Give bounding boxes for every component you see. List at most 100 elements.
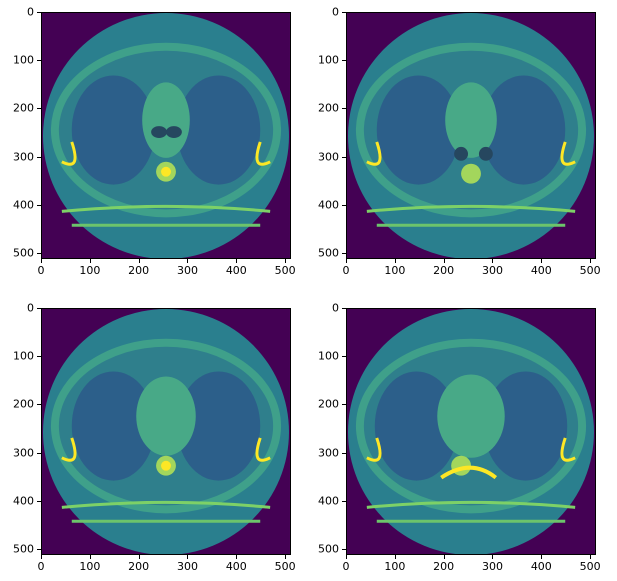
x-tick-mark	[346, 259, 347, 263]
x-tick-label: 400	[530, 264, 552, 277]
x-tick-mark	[492, 555, 494, 559]
x-tick-mark	[394, 259, 396, 263]
y-tick-mark	[37, 253, 41, 255]
y-tick-mark	[37, 356, 41, 358]
x-tick-label: 500	[274, 560, 296, 573]
y-tick-label: 100	[13, 349, 34, 363]
x-tick-label: 100	[79, 560, 101, 573]
y-tick-mark	[342, 60, 346, 62]
x-tick-mark	[590, 555, 592, 559]
x-tick-label: 0	[342, 560, 350, 573]
y-tick-mark	[342, 500, 346, 502]
y-tick-label: 300	[318, 446, 339, 460]
x-tick-label: 0	[37, 560, 45, 573]
y-tick-label: 400	[13, 198, 34, 212]
y-tick-label: 100	[318, 53, 339, 67]
x-tick-label: 200	[433, 264, 455, 277]
x-tick-mark	[187, 259, 189, 263]
ct-image-3	[41, 308, 291, 555]
x-tick-mark	[492, 259, 494, 263]
y-tick-label: 0	[27, 5, 34, 19]
x-tick-mark	[443, 259, 445, 263]
x-tick-mark	[138, 555, 140, 559]
x-tick-label: 300	[176, 264, 198, 277]
x-tick-label: 0	[37, 264, 45, 277]
x-tick-label: 400	[225, 560, 247, 573]
y-tick-mark	[37, 549, 41, 551]
y-tick-mark	[342, 308, 346, 309]
x-tick-mark	[541, 555, 543, 559]
x-tick-label: 400	[225, 264, 247, 277]
x-tick-mark	[285, 555, 287, 559]
y-tick-mark	[37, 204, 41, 206]
y-tick-label: 200	[13, 397, 34, 411]
x-tick-mark	[443, 555, 445, 559]
x-tick-mark	[590, 259, 592, 263]
y-tick-mark	[342, 204, 346, 206]
ct-panel-4: 0 100 200 300 400 500 0 100 200 300 400 500	[305, 296, 605, 581]
x-tick-mark	[346, 555, 347, 559]
y-tick-label: 100	[318, 349, 339, 363]
ct-image-1	[41, 12, 291, 259]
ct-image-4	[346, 308, 596, 555]
ct-slice-svg	[42, 13, 290, 258]
x-tick-mark	[41, 259, 42, 263]
x-tick-mark	[138, 259, 140, 263]
x-tick-mark	[285, 259, 287, 263]
y-tick-label: 100	[13, 53, 34, 67]
y-tick-label: 500	[318, 542, 339, 556]
y-tick-mark	[37, 404, 41, 406]
x-tick-label: 100	[384, 560, 406, 573]
x-tick-mark	[187, 555, 189, 559]
x-tick-mark	[236, 555, 238, 559]
ct-image-2	[346, 12, 596, 259]
y-tick-mark	[342, 253, 346, 255]
ct-slice-svg	[347, 309, 595, 554]
x-tick-mark	[89, 259, 91, 263]
y-tick-label: 0	[27, 301, 34, 315]
x-tick-mark	[236, 259, 238, 263]
y-tick-label: 0	[332, 5, 339, 19]
y-tick-label: 300	[318, 150, 339, 164]
y-tick-label: 200	[13, 101, 34, 115]
x-tick-label: 500	[579, 264, 601, 277]
y-tick-label: 500	[13, 246, 34, 260]
x-tick-label: 400	[530, 560, 552, 573]
x-tick-label: 300	[176, 560, 198, 573]
y-tick-label: 200	[318, 397, 339, 411]
y-tick-mark	[37, 108, 41, 110]
y-tick-mark	[37, 12, 41, 13]
ct-slice-svg	[347, 13, 595, 258]
y-tick-mark	[342, 549, 346, 551]
y-tick-label: 300	[13, 446, 34, 460]
y-tick-mark	[37, 60, 41, 62]
x-tick-label: 500	[274, 264, 296, 277]
y-tick-label: 500	[318, 246, 339, 260]
y-tick-mark	[342, 108, 346, 110]
y-tick-label: 400	[318, 198, 339, 212]
x-tick-label: 300	[481, 560, 503, 573]
y-tick-mark	[342, 12, 346, 13]
ct-panel-3: 0 100 200 300 400 500 0 100 200 300 400 500	[0, 296, 300, 581]
x-tick-mark	[89, 555, 91, 559]
ct-slice-svg	[42, 309, 290, 554]
x-tick-label: 300	[481, 264, 503, 277]
y-tick-mark	[342, 156, 346, 158]
x-tick-mark	[41, 555, 42, 559]
x-tick-mark	[541, 259, 543, 263]
x-tick-label: 200	[128, 560, 150, 573]
y-tick-label: 300	[13, 150, 34, 164]
y-tick-label: 0	[332, 301, 339, 315]
x-tick-label: 200	[128, 264, 150, 277]
ct-panel-2: 0 100 200 300 400 500 0 100 200 300 400 500	[305, 0, 605, 285]
y-tick-mark	[37, 452, 41, 454]
y-tick-mark	[37, 156, 41, 158]
y-tick-label: 200	[318, 101, 339, 115]
ct-panel-1: 0 100 200 300 400 500 0 100 200 300 400 500	[0, 0, 300, 285]
x-tick-label: 0	[342, 264, 350, 277]
y-tick-mark	[37, 308, 41, 309]
y-tick-mark	[342, 452, 346, 454]
y-tick-mark	[342, 356, 346, 358]
y-tick-mark	[342, 404, 346, 406]
y-tick-label: 500	[13, 542, 34, 556]
